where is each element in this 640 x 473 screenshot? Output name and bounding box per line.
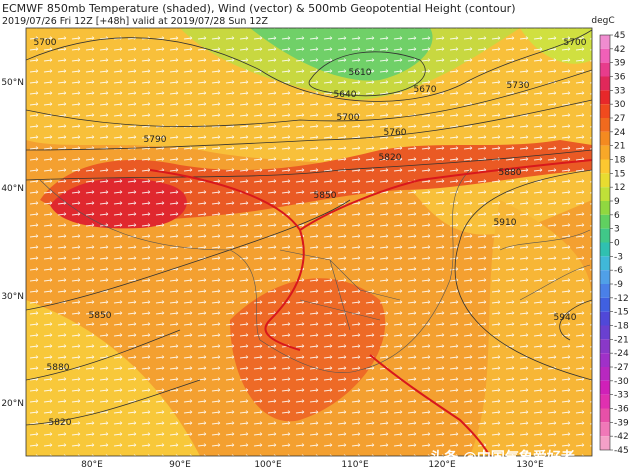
contour-label: 5670 (414, 85, 437, 95)
boundary (149, 159, 592, 456)
contours (26, 29, 592, 426)
contour-label: 5730 (507, 81, 530, 91)
colorbar-segment (600, 145, 610, 160)
colorbar-tick-label: -9 (614, 280, 623, 290)
contour-label: 5850 (314, 191, 337, 201)
colorbar-tick-label: -27 (614, 363, 629, 373)
colorbar-segment (600, 131, 610, 146)
contour-label: 5760 (384, 128, 407, 138)
colorbar-tick-label: 27 (614, 114, 625, 124)
colorbar-tick-label: -39 (614, 418, 629, 428)
colorbar-tick-label: 12 (614, 183, 625, 193)
colorbar-segment (600, 76, 610, 91)
colorbar-tick-label: 36 (614, 73, 626, 83)
colorbar-segment (600, 228, 610, 243)
colorbar-tick-label: 45 (614, 31, 625, 41)
lat-label: 50°N (1, 78, 24, 88)
lon-label: 90°E (169, 460, 191, 470)
colorbar-tick-label: 24 (614, 128, 626, 138)
lat-label: 20°N (1, 399, 24, 409)
contour-label: 5880 (47, 363, 70, 373)
contour-label: 5880 (499, 168, 522, 178)
colorbar-tick-label: 30 (614, 100, 626, 110)
contour-label: 5700 (34, 38, 57, 48)
watermark: 头条 @中国气象爱好者 (430, 449, 575, 466)
colorbar-tick-label: -24 (614, 349, 629, 359)
colorbar-segment (600, 159, 610, 174)
lon-label: 130°E (516, 460, 544, 470)
lon-label: 120°E (428, 460, 456, 470)
subtitle: 2019/07/26 Fri 12Z [+48h] valid at 2019/… (2, 16, 269, 27)
contour-label: 5820 (49, 418, 72, 428)
colorbar-tick-label: -30 (614, 377, 629, 387)
colorbar-segment (600, 422, 610, 437)
colorbar-tick-label: -3 (614, 252, 623, 262)
lon-label: 100°E (254, 460, 282, 470)
contour-label: 5700 (337, 113, 360, 123)
colorbar-tick-label: -18 (614, 322, 629, 332)
colorbar-tick-label: -6 (614, 266, 623, 276)
colorbar-label: degC (591, 16, 614, 26)
colorbar-tick-label: 6 (614, 211, 620, 221)
colorbar-tick-label: 3 (614, 225, 620, 235)
map-area (26, 28, 592, 456)
colorbar-segment (600, 242, 610, 257)
colorbar-tick-label: -36 (614, 405, 629, 415)
contour-label: 5610 (349, 68, 372, 78)
map-frame (25, 27, 593, 457)
colorbar-segment (600, 394, 610, 409)
colorbar-tick-label: 21 (614, 142, 625, 152)
colorbar-segment (600, 104, 610, 118)
colorbar-segment (600, 62, 610, 77)
colorbar-tick-label: 18 (614, 156, 626, 166)
colorbar-segment (600, 311, 610, 326)
colorbar-tick-label: -33 (614, 391, 629, 401)
colorbar-tick-label: 15 (614, 169, 625, 179)
colorbar-segment (600, 367, 610, 381)
colorbar-segment (600, 270, 610, 284)
colorbar-segment (600, 284, 610, 298)
contour-label: 5700 (564, 38, 587, 48)
colorbar-tick-label: -15 (614, 308, 629, 318)
colorbar-segment (600, 201, 610, 215)
colorbar-segment (600, 380, 610, 395)
lon-label: 110°E (341, 460, 369, 470)
colorbar-segment (600, 90, 610, 105)
colorbar-tick-label: -12 (614, 294, 629, 304)
colorbar-tick-label: 0 (614, 239, 620, 249)
borders (39, 169, 591, 373)
colorbar-tick-label: 9 (614, 197, 620, 207)
contour-label: 5850 (89, 311, 112, 321)
colorbar-segment (600, 35, 610, 49)
colorbar-segment (600, 408, 610, 423)
colorbar-segment (600, 173, 610, 188)
colorbar-tick-label: 42 (614, 45, 625, 55)
colorbar-segment (600, 353, 610, 367)
colorbar-segment (600, 48, 610, 63)
title: ECMWF 850mb Temperature (shaded), Wind (… (2, 2, 516, 15)
colorbar-segment (600, 436, 610, 450)
lat-label: 40°N (1, 184, 24, 194)
contour-label: 5940 (554, 313, 577, 323)
colorbar-segment (600, 187, 610, 201)
colorbar-segment (600, 325, 610, 340)
contour-label: 5820 (379, 153, 402, 163)
colorbar-segment (600, 118, 610, 132)
lat-label: 30°N (1, 292, 24, 302)
lon-label: 80°E (81, 460, 103, 470)
colorbar-tick-label: -21 (614, 335, 629, 345)
colorbar-tick-label: 33 (614, 86, 625, 96)
colorbar-tick-label: -42 (614, 432, 629, 442)
colorbar-segment (600, 256, 610, 271)
contour-label: 5640 (334, 90, 357, 100)
colorbar-tick-label: -45 (614, 446, 629, 456)
contour-label: 5910 (494, 218, 517, 228)
colorbar-segment (600, 297, 610, 312)
colorbar-tick-label: 39 (614, 59, 626, 69)
contour-label: 5790 (144, 135, 167, 145)
colorbar-segment (600, 339, 610, 354)
wind-vectors (26, 28, 592, 456)
colorbar-segment (600, 214, 610, 229)
